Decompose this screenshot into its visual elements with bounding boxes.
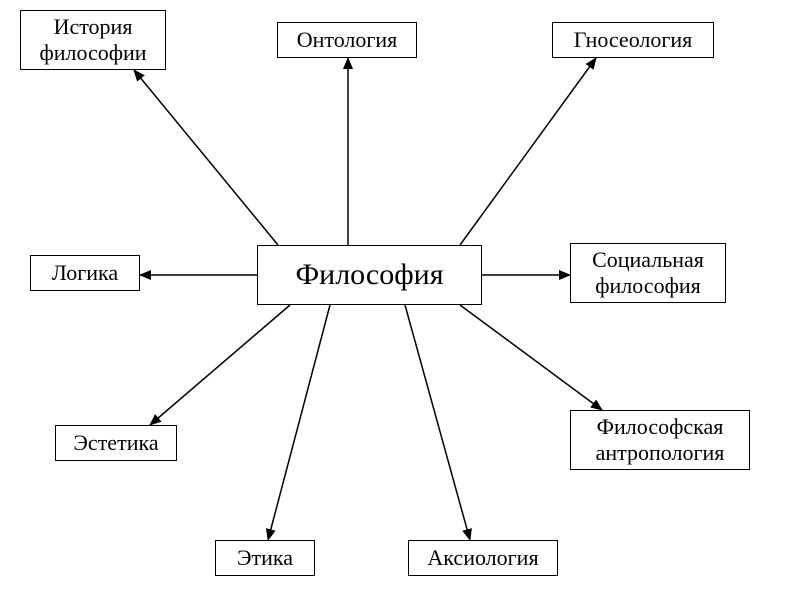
- edge-aesthetics: [150, 305, 290, 425]
- node-social: Социальнаяфилософия: [570, 243, 726, 303]
- node-ethics: Этика: [215, 540, 315, 576]
- edge-axiology: [405, 305, 470, 540]
- edge-history: [134, 70, 278, 245]
- node-logic: Логика: [30, 255, 140, 291]
- edge-gnoseology: [460, 58, 596, 245]
- node-axiology: Аксиология: [408, 540, 558, 576]
- node-gnoseology: Гносеология: [552, 22, 714, 58]
- edge-anthropology: [460, 305, 602, 410]
- node-aesthetics: Эстетика: [55, 425, 177, 461]
- node-anthropology: Философскаяантропология: [570, 410, 750, 470]
- node-history: Историяфилософии: [20, 10, 166, 70]
- node-ontology: Онтология: [277, 22, 417, 58]
- edge-ethics: [268, 305, 330, 540]
- center-node: Философия: [257, 245, 482, 305]
